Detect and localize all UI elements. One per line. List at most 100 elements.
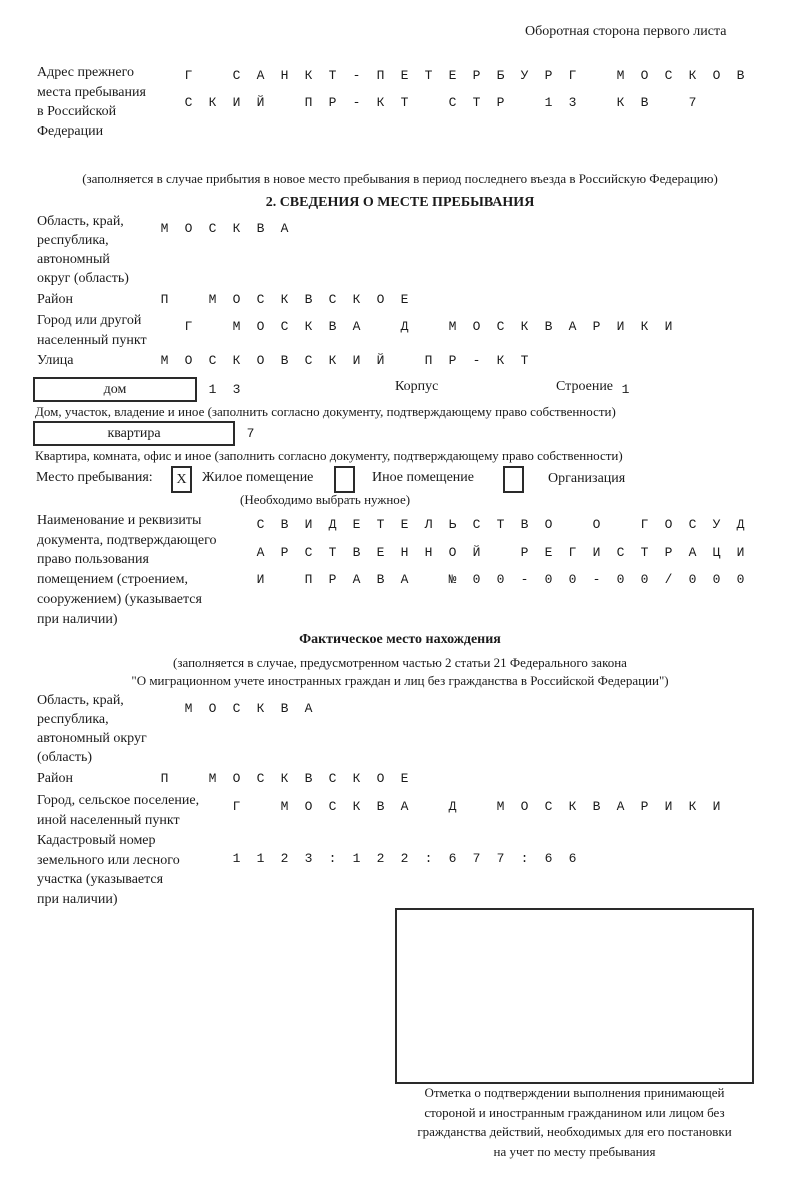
char-cell[interactable] xyxy=(441,722,464,747)
char-cell[interactable] xyxy=(729,722,752,747)
char-cell[interactable] xyxy=(561,90,584,115)
char-cell[interactable] xyxy=(369,287,392,312)
char-cell[interactable] xyxy=(393,243,416,268)
char-cell[interactable] xyxy=(297,540,320,565)
char-cell[interactable] xyxy=(537,146,560,171)
prev-address-row-2[interactable]: СКИЙ ПР-КТ СТР 13 КВ 7 xyxy=(177,90,752,115)
char-cell[interactable] xyxy=(249,348,272,373)
char-cell[interactable] xyxy=(393,567,416,592)
char-cell[interactable] xyxy=(273,794,296,819)
char-cell[interactable] xyxy=(321,722,344,747)
char-cell[interactable] xyxy=(609,216,632,241)
char-cell[interactable] xyxy=(561,794,584,819)
apartment-type-field[interactable]: квартира xyxy=(33,421,235,446)
char-cell[interactable] xyxy=(393,63,416,88)
char-cell[interactable] xyxy=(585,348,608,373)
char-cell[interactable] xyxy=(609,146,632,171)
char-cell[interactable] xyxy=(249,377,272,402)
char-cell[interactable] xyxy=(657,846,680,871)
char-cell[interactable] xyxy=(345,216,368,241)
residential-checkbox[interactable]: X xyxy=(171,466,192,493)
char-cell[interactable] xyxy=(273,377,296,402)
char-cell[interactable] xyxy=(513,314,536,339)
char-cell[interactable] xyxy=(369,846,392,871)
char-cell[interactable] xyxy=(609,118,632,143)
char-cell[interactable] xyxy=(729,794,752,819)
char-cell[interactable] xyxy=(489,696,512,721)
char-cell[interactable] xyxy=(273,63,296,88)
char-cell[interactable] xyxy=(321,567,344,592)
char-cell[interactable] xyxy=(393,540,416,565)
char-cell[interactable] xyxy=(249,118,272,143)
char-cell[interactable] xyxy=(465,314,488,339)
char-cell[interactable] xyxy=(657,118,680,143)
char-cell[interactable] xyxy=(321,243,344,268)
char-cell[interactable] xyxy=(561,567,584,592)
char-cell[interactable] xyxy=(537,512,560,537)
char-cell[interactable] xyxy=(417,873,440,898)
char-cell[interactable] xyxy=(465,696,488,721)
char-cell[interactable] xyxy=(705,146,728,171)
char-cell[interactable] xyxy=(489,118,512,143)
char-cell[interactable] xyxy=(225,146,248,171)
char-cell[interactable] xyxy=(393,118,416,143)
char-cell[interactable] xyxy=(393,90,416,115)
char-cell[interactable] xyxy=(441,243,464,268)
char-cell[interactable] xyxy=(537,766,560,791)
char-cell[interactable] xyxy=(609,512,632,537)
char-cell[interactable] xyxy=(273,540,296,565)
char-cell[interactable] xyxy=(633,567,656,592)
char-cell[interactable] xyxy=(489,287,512,312)
char-cell[interactable] xyxy=(513,216,536,241)
char-cell[interactable] xyxy=(657,540,680,565)
building-row[interactable]: 1 xyxy=(614,377,709,402)
char-cell[interactable] xyxy=(417,766,440,791)
char-cell[interactable] xyxy=(297,696,320,721)
char-cell[interactable] xyxy=(393,696,416,721)
char-cell[interactable] xyxy=(705,873,728,898)
char-cell[interactable] xyxy=(513,90,536,115)
char-cell[interactable] xyxy=(297,216,320,241)
char-cell[interactable] xyxy=(393,722,416,747)
char-cell[interactable] xyxy=(561,216,584,241)
char-cell[interactable] xyxy=(417,287,440,312)
char-cell[interactable] xyxy=(225,766,248,791)
char-cell[interactable] xyxy=(321,766,344,791)
char-cell[interactable] xyxy=(321,63,344,88)
char-cell[interactable] xyxy=(287,421,310,446)
char-cell[interactable] xyxy=(297,794,320,819)
char-cell[interactable] xyxy=(681,90,704,115)
char-cell[interactable] xyxy=(345,873,368,898)
char-cell[interactable] xyxy=(297,766,320,791)
char-cell[interactable] xyxy=(201,243,224,268)
char-cell[interactable] xyxy=(177,243,200,268)
char-cell[interactable] xyxy=(249,146,272,171)
char-cell[interactable] xyxy=(489,90,512,115)
char-cell[interactable] xyxy=(177,722,200,747)
char-cell[interactable] xyxy=(225,794,248,819)
char-cell[interactable] xyxy=(239,421,262,446)
char-cell[interactable] xyxy=(393,846,416,871)
char-cell[interactable] xyxy=(465,873,488,898)
char-cell[interactable] xyxy=(417,146,440,171)
korpus-row[interactable] xyxy=(443,377,562,402)
char-cell[interactable] xyxy=(177,696,200,721)
char-cell[interactable] xyxy=(369,118,392,143)
char-cell[interactable] xyxy=(513,846,536,871)
char-cell[interactable] xyxy=(705,794,728,819)
char-cell[interactable] xyxy=(686,377,709,402)
char-cell[interactable] xyxy=(633,243,656,268)
document-row-2[interactable]: АРСТВЕННОЙ РЕГИСТРАЦИ xyxy=(249,540,761,565)
char-cell[interactable] xyxy=(585,722,608,747)
char-cell[interactable] xyxy=(729,243,752,268)
char-cell[interactable] xyxy=(393,873,416,898)
char-cell[interactable] xyxy=(681,243,704,268)
char-cell[interactable] xyxy=(705,216,728,241)
char-cell[interactable] xyxy=(105,146,128,171)
char-cell[interactable] xyxy=(489,243,512,268)
char-cell[interactable] xyxy=(633,794,656,819)
char-cell[interactable] xyxy=(609,90,632,115)
char-cell[interactable] xyxy=(585,118,608,143)
char-cell[interactable] xyxy=(537,243,560,268)
char-cell[interactable] xyxy=(297,314,320,339)
